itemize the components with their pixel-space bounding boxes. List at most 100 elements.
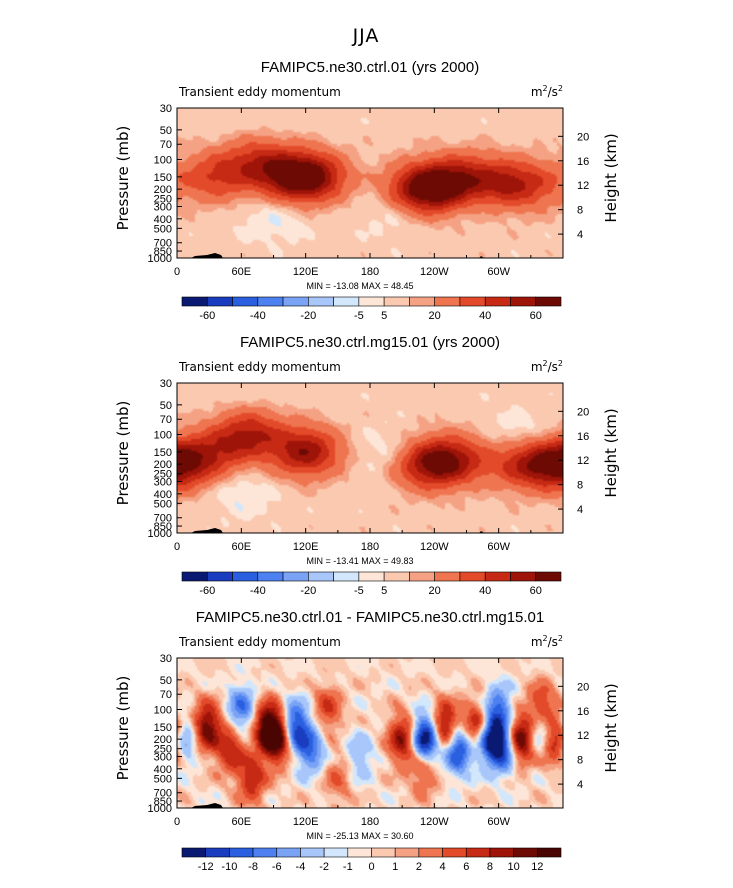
units-label: m2/s2 (531, 84, 563, 99)
panel-3: FAMIPC5.ne30.ctrl.01 - FAMIPC5.ne30.ctrl… (114, 609, 620, 873)
y2-tick-label: 12 (577, 730, 589, 742)
y2-tick-label: 12 (577, 455, 589, 467)
y-tick-label: 150 (154, 172, 172, 184)
x-tick-label: 120W (420, 541, 449, 553)
y-tick-label: 1000 (148, 253, 172, 265)
y-tick-label: 400 (154, 489, 172, 501)
x-tick-label: 60E (232, 816, 252, 828)
colorbar-label: -60 (199, 585, 215, 597)
colorbar-box (206, 296, 233, 307)
y-tick-label: 200 (154, 459, 172, 471)
colorbar-label: -60 (199, 310, 215, 322)
colorbar-box (347, 847, 372, 858)
panel-1: FAMIPC5.ne30.ctrl.01 (yrs 2000) Transient… (114, 59, 620, 322)
y-tick-label: 70 (160, 414, 172, 426)
colorbar-box (383, 571, 410, 582)
colorbar-label: -10 (221, 861, 237, 873)
colorbar-box (409, 296, 435, 307)
colorbar-box (537, 847, 562, 858)
y-tick-label: 400 (154, 764, 172, 776)
field-image (177, 383, 563, 533)
colorbar-box (206, 571, 233, 582)
colorbar-label: 20 (429, 310, 441, 322)
colorbar-label: 40 (479, 310, 491, 322)
colorbar-label: -40 (250, 585, 266, 597)
colorbar-box (323, 847, 349, 858)
y2-tick-label: 20 (577, 681, 589, 693)
x-tick-label: 60W (487, 266, 510, 278)
y2-axis-label: Height (km) (602, 683, 620, 772)
colorbar-box (229, 847, 254, 858)
colorbar-label: 60 (530, 310, 542, 322)
field-image (177, 658, 563, 808)
y-tick-label: 500 (154, 498, 172, 510)
colorbar-label: 40 (479, 585, 491, 597)
x-tick-label: 120W (420, 266, 449, 278)
colorbar-label: -20 (300, 585, 316, 597)
colorbar-box (333, 296, 360, 307)
colorbar-label: -20 (300, 310, 316, 322)
y-axis-label: Pressure (mb) (114, 401, 132, 506)
y2-tick-label: 16 (577, 431, 589, 443)
y-tick-label: 50 (160, 125, 172, 137)
colorbar-label: 8 (487, 861, 493, 873)
colorbar-label: 12 (531, 861, 543, 873)
colorbar-box (409, 571, 435, 582)
y-tick-label: 700 (154, 513, 172, 525)
left-string: Transient eddy momentum (178, 360, 341, 374)
colorbar-box (333, 571, 360, 582)
field-image (177, 108, 563, 258)
x-tick-label: 180 (361, 816, 379, 828)
colorbar-label: -5 (354, 310, 364, 322)
colorbar-box (308, 571, 334, 582)
colorbar-box (459, 296, 486, 307)
colorbar-box (418, 847, 443, 858)
panel-title: FAMIPC5.ne30.ctrl.mg15.01 (yrs 2000) (240, 334, 500, 351)
colorbar-label: -2 (319, 861, 329, 873)
colorbar-box (205, 847, 230, 858)
colorbar-box (257, 296, 284, 307)
colorbar-label: 60 (530, 585, 542, 597)
colorbar-label: 4 (440, 861, 446, 873)
colorbar-label: 5 (381, 310, 387, 322)
y-tick-label: 150 (154, 447, 172, 459)
min-max-text: MIN = -13.41 MAX = 49.83 (306, 556, 413, 566)
y-tick-label: 1000 (148, 528, 172, 540)
colorbar-box (257, 571, 284, 582)
colorbar-label: 6 (463, 861, 469, 873)
colorbar-box (232, 571, 259, 582)
y-tick-label: 50 (160, 675, 172, 687)
y2-tick-label: 12 (577, 180, 589, 192)
colorbar-box (484, 571, 511, 582)
y-tick-label: 700 (154, 238, 172, 250)
colorbar-box (535, 296, 562, 307)
colorbar-label: 5 (381, 585, 387, 597)
units-label: m2/s2 (531, 359, 563, 374)
colorbar-box (181, 571, 208, 582)
x-tick-label: 180 (361, 541, 379, 553)
colorbar-box (489, 847, 514, 858)
y-axis-label: Pressure (mb) (114, 676, 132, 781)
y-tick-label: 30 (160, 653, 172, 665)
x-tick-label: 60E (232, 266, 252, 278)
y2-axis-label: Height (km) (602, 408, 620, 497)
colorbar-label: -8 (248, 861, 258, 873)
x-tick-label: 180 (361, 266, 379, 278)
y2-tick-label: 20 (577, 406, 589, 418)
y2-tick-label: 16 (577, 706, 589, 718)
colorbar-box (232, 296, 259, 307)
x-tick-label: 120E (293, 266, 319, 278)
colorbar-box (394, 847, 420, 858)
x-tick-label: 60W (487, 816, 510, 828)
y-tick-label: 700 (154, 788, 172, 800)
colorbar-label: -12 (198, 861, 214, 873)
colorbar-box (442, 847, 467, 858)
colorbar-label: 20 (429, 585, 441, 597)
colorbar-label: -6 (272, 861, 282, 873)
x-tick-label: 60W (487, 541, 510, 553)
y2-tick-label: 20 (577, 131, 589, 143)
x-tick-label: 0 (174, 541, 180, 553)
colorbar-box (465, 847, 491, 858)
colorbar-box (358, 571, 385, 582)
min-max-text: MIN = -25.13 MAX = 30.60 (306, 831, 413, 841)
